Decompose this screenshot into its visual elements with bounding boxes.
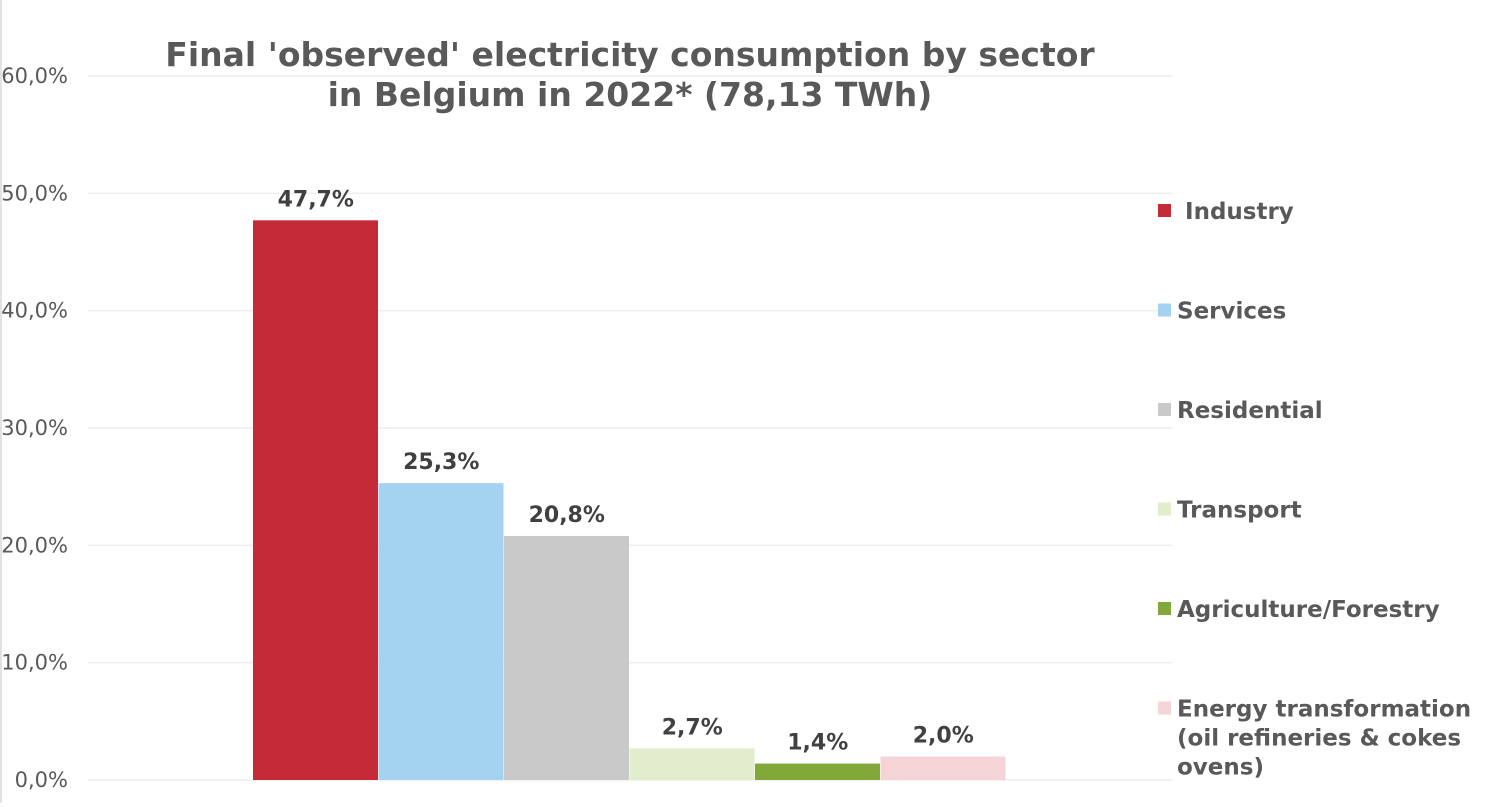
legend-swatch — [1158, 303, 1171, 317]
bars — [253, 220, 1006, 780]
data-label: 25,3% — [403, 450, 479, 475]
bar — [629, 748, 755, 780]
legend-label: Residential — [1177, 398, 1323, 424]
bar — [504, 535, 629, 780]
legend-label: Industry — [1177, 199, 1294, 225]
legend-label: ovens) — [1177, 755, 1264, 781]
data-label: 2,0% — [913, 724, 974, 749]
legend-label: Agriculture/Forestry — [1177, 597, 1440, 623]
bar — [880, 756, 1006, 780]
bar — [253, 220, 378, 780]
legend-swatch — [1158, 403, 1171, 416]
data-label: 1,4% — [787, 731, 848, 756]
data-labels: 47,7% 25,3% 20,8% 2,7% 1,4% 2,0% — [278, 187, 974, 755]
legend-swatch — [1158, 701, 1171, 715]
gridlines — [88, 75, 1172, 781]
y-tick-label: 20,0% — [1, 533, 68, 557]
chart-title-line-2: in Belgium in 2022* (78,13 TWh) — [328, 75, 933, 114]
y-tick-label: 0,0% — [15, 768, 68, 792]
bar — [378, 483, 504, 780]
y-tick-label: 60,0% — [1, 64, 68, 88]
legend-swatch — [1158, 602, 1171, 615]
y-tick-label: 10,0% — [1, 651, 68, 675]
legend-label: Transport — [1177, 498, 1302, 524]
legend: Industry Services Residential Transport Agri… — [1158, 199, 1471, 781]
y-tick-label: 40,0% — [1, 299, 68, 323]
chart-title: Final 'observed' electricity consumption… — [165, 35, 1095, 114]
legend-label: Energy transformation — [1177, 697, 1471, 723]
data-label: 47,7% — [278, 187, 354, 212]
legend-swatch — [1158, 204, 1171, 217]
legend-label: (oil refineries & cokes — [1177, 726, 1461, 752]
bar — [755, 763, 880, 780]
chart-left-border — [0, 0, 2, 803]
y-tick-label: 50,0% — [1, 181, 68, 205]
y-axis-ticks: 0,0% 10,0% 20,0% 30,0% 40,0% 50,0% 60,0% — [1, 64, 68, 792]
data-label: 2,7% — [662, 715, 723, 740]
chart-title-line-1: Final 'observed' electricity consumption… — [165, 35, 1095, 74]
legend-label: Services — [1177, 299, 1286, 325]
y-tick-label: 30,0% — [1, 416, 68, 440]
data-label: 20,8% — [529, 503, 605, 528]
legend-swatch — [1158, 502, 1171, 516]
